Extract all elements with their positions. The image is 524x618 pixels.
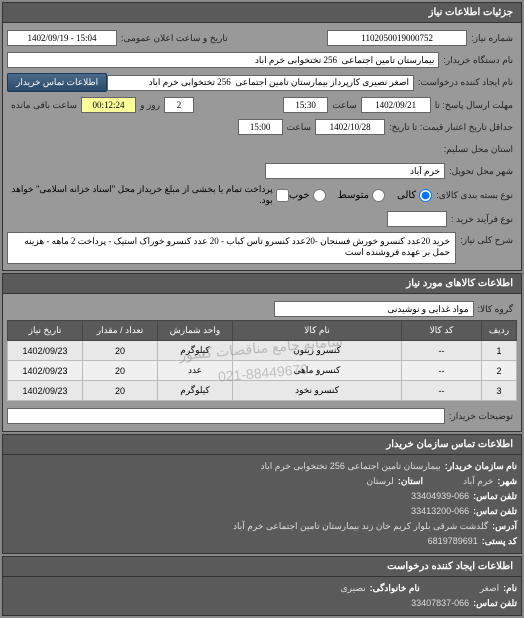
creator-family-value: نصیری xyxy=(341,583,366,594)
col-name: نام کالا xyxy=(233,321,402,341)
col-code: کد کالا xyxy=(402,321,482,341)
request-number-input[interactable] xyxy=(327,30,467,46)
col-qty: تعداد / مقدار xyxy=(83,321,158,341)
table-cell: -- xyxy=(402,381,482,401)
city-input[interactable] xyxy=(265,163,445,179)
org-province-label: استان: xyxy=(394,476,423,487)
validity-time-input[interactable] xyxy=(238,119,283,135)
validity-label: حداقل تاریخ اعتبار قیمت: تا تاریخ: xyxy=(385,122,517,133)
treasury-checkbox-label[interactable]: پرداخت تمام یا بخشی از مبلغ خریداز محل "… xyxy=(7,184,289,206)
org-postal-value: 6819789691 xyxy=(428,536,478,547)
table-row: 1--کنسرو زیتونکیلوگرم201402/09/23 xyxy=(8,341,517,361)
table-row: 2--کنسرو ماهیعدد201402/09/23 xyxy=(8,361,517,381)
table-cell: کنسرو نخود xyxy=(233,381,402,401)
table-header-row: ردیف کد کالا نام کالا واحد شمارش تعداد /… xyxy=(8,321,517,341)
table-cell: 2 xyxy=(482,361,517,381)
panel2-title: اطلاعات کالاهای مورد نیاز xyxy=(3,274,521,294)
purchase-process-label: نوع فرآیند خرید : xyxy=(447,214,517,225)
col-unit: واحد شمارش xyxy=(158,321,233,341)
response-time-input[interactable] xyxy=(283,97,328,113)
org-city-label: شهر: xyxy=(493,476,517,487)
response-date-input[interactable] xyxy=(361,97,431,113)
creator-phone-value: 33407837-066 xyxy=(411,598,469,609)
org-address-value: گلدشت شرقی بلوار کریم خان زند بیمارستان … xyxy=(233,521,488,532)
goods-table: ردیف کد کالا نام کالا واحد شمارش تعداد /… xyxy=(7,320,517,401)
description-textarea[interactable] xyxy=(7,232,456,264)
city-label: شهر محل تحویل: xyxy=(445,166,517,177)
quality-label: نوع بسته بندی کالای: xyxy=(432,190,517,201)
location-label: استان محل تسلیم: xyxy=(440,144,517,155)
days-input[interactable] xyxy=(164,97,194,113)
remaining-time-input xyxy=(81,97,136,113)
goods-group-label: گروه کالا: xyxy=(474,304,517,315)
validity-date-input[interactable] xyxy=(315,119,385,135)
creator-phone-label: تلفن تماس: xyxy=(469,598,517,609)
org-postal-label: کد پستی: xyxy=(478,536,517,547)
org-address-label: آدرس: xyxy=(488,521,517,532)
table-cell: 1402/09/23 xyxy=(8,341,83,361)
table-cell: 1402/09/23 xyxy=(8,361,83,381)
org-province-value: لرستان xyxy=(367,476,394,487)
quality-option-2[interactable]: خوب xyxy=(289,189,326,202)
announce-date-label: تاریخ و ساعت اعلان عمومی: xyxy=(117,33,232,44)
table-cell: 20 xyxy=(83,361,158,381)
table-cell: 1 xyxy=(482,341,517,361)
buyer-device-label: نام دستگاه خریدار: xyxy=(439,55,517,66)
col-date: تاریخ نیاز xyxy=(8,321,83,341)
quality-radio-group: کالی متوسط خوب xyxy=(289,189,432,202)
explanations-input[interactable] xyxy=(7,408,445,424)
quality-option-0[interactable]: کالی xyxy=(397,189,432,202)
response-time-label: ساعت xyxy=(328,100,361,111)
request-creator-label: نام ایجاد کننده درخواست: xyxy=(414,77,517,88)
explanations-label: توضیحات خریدار: xyxy=(445,411,517,422)
creator-family-label: نام خانوادگی: xyxy=(366,583,420,594)
response-deadline-label: مهلت ارسال پاسخ: تا xyxy=(431,100,517,111)
panel3-title: اطلاعات تماس سازمان خریدار xyxy=(3,435,521,455)
days-label: روز و xyxy=(136,100,164,111)
panel1-title: جزئیات اطلاعات نیاز xyxy=(3,3,521,23)
table-cell: 1402/09/23 xyxy=(8,381,83,401)
table-cell: کنسرو ماهی xyxy=(233,361,402,381)
buyer-org-panel: اطلاعات تماس سازمان خریدار نام سازمان خر… xyxy=(2,434,522,554)
table-cell: 3 xyxy=(482,381,517,401)
quality-radio-0[interactable] xyxy=(419,189,432,202)
quality-radio-1[interactable] xyxy=(372,189,385,202)
col-row: ردیف xyxy=(482,321,517,341)
buyer-contact-button[interactable]: اطلاعات تماس خریدار xyxy=(7,73,107,92)
org-phone-value: 33404939-066 xyxy=(411,491,469,502)
goods-group-input[interactable] xyxy=(274,301,474,317)
org-fax-label: تلفن تماس: xyxy=(469,506,517,517)
table-cell: کیلوگرم xyxy=(158,341,233,361)
request-creator-input[interactable] xyxy=(107,75,414,91)
need-details-panel: جزئیات اطلاعات نیاز شماره نیاز: تاریخ و … xyxy=(2,2,522,271)
quality-radio-2[interactable] xyxy=(313,189,326,202)
org-phone-label: تلفن تماس: xyxy=(469,491,517,502)
org-name-value: بیمارستان تامین اجتماعی 256 تختخوابی خرم… xyxy=(261,461,441,472)
announce-date-input[interactable] xyxy=(7,30,117,46)
creator-info-panel: اطلاعات ایجاد کننده درخواست نام: اصغر نا… xyxy=(2,556,522,616)
table-row: 3--کنسرو نخودکیلوگرم201402/09/23 xyxy=(8,381,517,401)
table-cell: عدد xyxy=(158,361,233,381)
table-cell: -- xyxy=(402,361,482,381)
table-cell: کیلوگرم xyxy=(158,381,233,401)
remaining-label: ساعت باقی مانده xyxy=(7,100,81,111)
org-city-value: خرم آباد xyxy=(463,476,493,487)
buyer-device-input[interactable] xyxy=(7,52,439,68)
org-fax-value: 33413200-066 xyxy=(411,506,469,517)
quality-option-1[interactable]: متوسط xyxy=(338,189,385,202)
table-cell: 20 xyxy=(83,341,158,361)
creator-name-label: نام: xyxy=(499,583,517,594)
request-number-label: شماره نیاز: xyxy=(467,33,517,44)
creator-name-value: اصغر xyxy=(480,583,499,594)
validity-time-label: ساعت xyxy=(283,122,316,133)
org-name-label: نام سازمان خریدار: xyxy=(441,461,517,472)
table-cell: -- xyxy=(402,341,482,361)
treasury-checkbox[interactable] xyxy=(276,189,289,202)
panel4-title: اطلاعات ایجاد کننده درخواست xyxy=(3,557,521,577)
description-label: شرح کلی نیاز: xyxy=(456,232,517,246)
purchase-process-input[interactable] xyxy=(387,211,447,227)
table-cell: 20 xyxy=(83,381,158,401)
table-cell: کنسرو زیتون xyxy=(233,341,402,361)
goods-info-panel: اطلاعات کالاهای مورد نیاز گروه کالا: ردی… xyxy=(2,273,522,432)
